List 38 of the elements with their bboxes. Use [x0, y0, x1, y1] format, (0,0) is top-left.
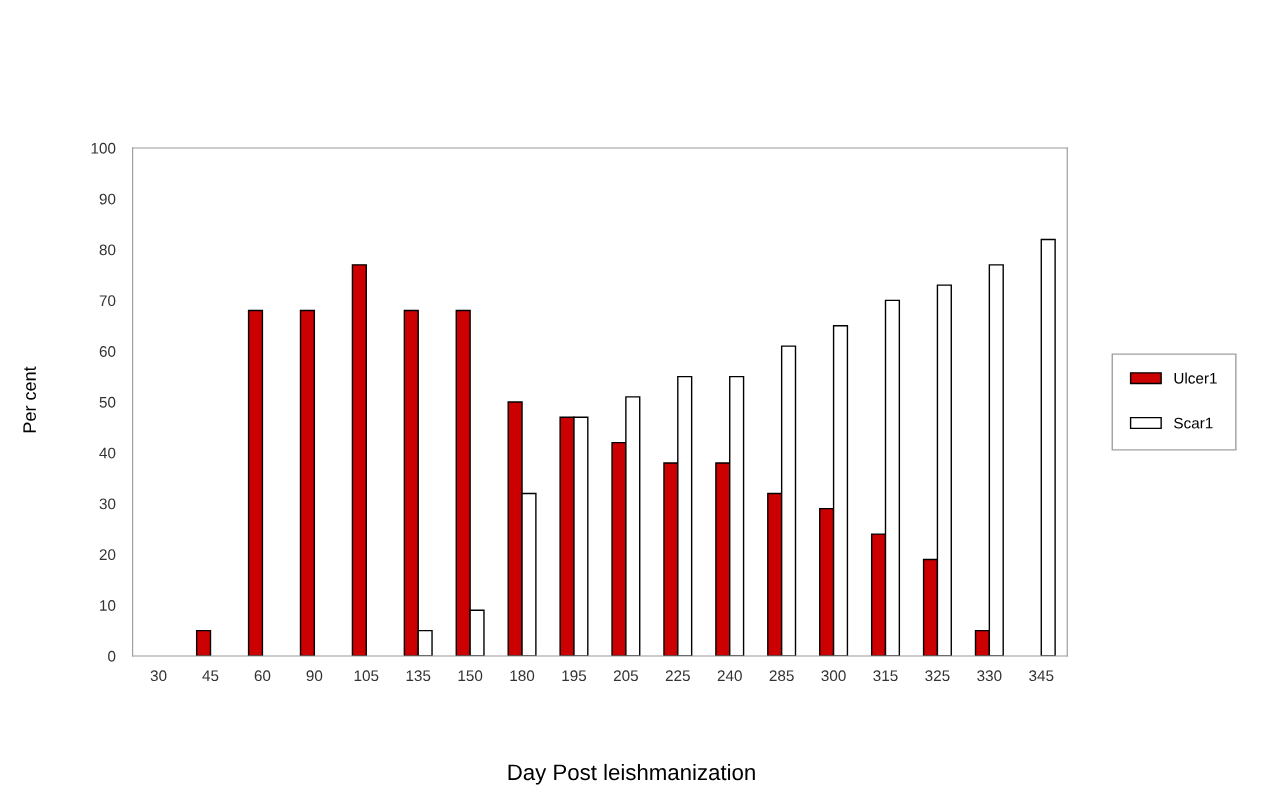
x-tick-label: 285 [769, 670, 794, 682]
y-axis-title: Per cent [23, 366, 36, 433]
y-tick-label: 90 [99, 193, 116, 205]
bar [351, 264, 367, 656]
y-tick-label: 30 [99, 498, 116, 510]
x-tick-label: 345 [1029, 670, 1054, 682]
bar [247, 309, 264, 656]
y-tick-label: 10 [100, 600, 116, 611]
x-tick-label: 325 [925, 670, 950, 682]
legend-label: Scar1 [1174, 417, 1213, 429]
bar [195, 629, 212, 656]
x-tick-label: 180 [510, 670, 535, 682]
x-tick-label: 300 [821, 670, 846, 682]
y-tick-label: 40 [99, 447, 116, 459]
x-tick-label: 315 [873, 670, 898, 682]
x-axis-title: Day Post leishmanization [508, 763, 755, 785]
x-tick-label: 225 [665, 670, 690, 682]
y-tick-label: 0 [108, 650, 116, 662]
y-tick-label: 60 [99, 346, 116, 357]
y-tick-label: 70 [99, 295, 116, 307]
x-tick-label: 205 [613, 670, 638, 682]
legend-label: Ulcer1 [1174, 372, 1217, 384]
x-tick-label: 240 [717, 670, 742, 682]
x-tick-label: 135 [406, 670, 431, 682]
x-tick-label: 150 [458, 670, 483, 682]
x-tick-label: 195 [562, 670, 587, 682]
x-tick-label: 90 [306, 670, 323, 682]
y-tick-label: 50 [99, 396, 116, 408]
x-tick-label: 330 [977, 670, 1002, 682]
x-tick-label: 60 [254, 670, 271, 682]
x-tick-label: 45 [202, 670, 219, 682]
x-tick-label: 30 [150, 670, 167, 682]
bar [1040, 238, 1056, 656]
y-tick-label: 100 [91, 142, 116, 154]
x-tick-label: 105 [354, 670, 379, 682]
bar [299, 309, 316, 656]
y-tick-label: 20 [99, 549, 116, 561]
y-tick-label: 80 [99, 244, 116, 256]
